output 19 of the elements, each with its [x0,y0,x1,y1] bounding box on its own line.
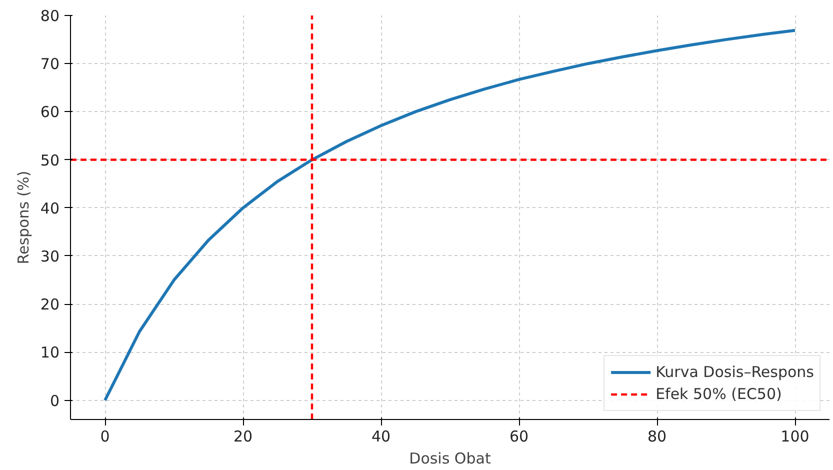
y-tick-label: 30 [40,247,60,266]
x-tick-label: 60 [509,428,529,446]
y-tick-label: 10 [40,344,60,362]
legend-label: Kurva Dosis–Respons [656,363,814,381]
x-tick-label: 100 [780,428,810,446]
x-tick-label: 40 [371,428,391,446]
x-axis-title: Dosis Obat [409,450,491,468]
x-tick-label: 80 [647,428,667,446]
y-tick-label: 20 [40,296,60,314]
y-tick-label: 0 [50,392,60,410]
y-tick-label: 70 [40,55,60,74]
y-tick-label: 50 [40,151,60,170]
y-tick-label: 40 [40,199,60,218]
y-tick-label: 80 [40,7,60,25]
y-axis-title: Respons (%) [14,170,32,264]
x-tick-label: 0 [100,428,110,446]
legend-label: Efek 50% (EC50) [656,385,782,403]
x-tick-label: 20 [233,428,253,446]
y-tick-label: 60 [40,103,60,122]
